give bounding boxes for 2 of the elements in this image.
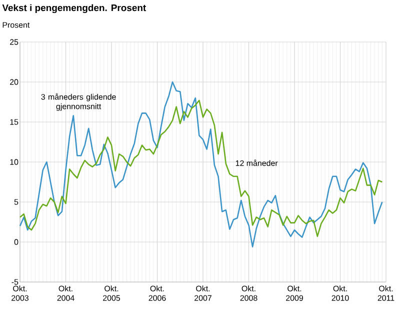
chart-title: Vekst i pengemengden. Prosent xyxy=(2,4,146,14)
line-series xyxy=(19,100,383,238)
